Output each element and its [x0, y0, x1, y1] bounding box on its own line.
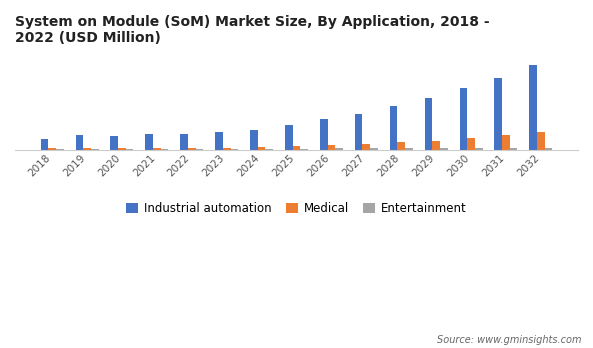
Bar — [397, 142, 405, 150]
Bar — [475, 148, 483, 150]
Bar — [48, 148, 56, 150]
Bar — [83, 148, 91, 150]
Bar — [250, 130, 258, 150]
Bar — [300, 149, 308, 150]
Bar — [153, 148, 161, 150]
Bar — [390, 106, 397, 150]
Bar — [467, 138, 475, 150]
Bar — [56, 149, 63, 150]
Bar — [215, 132, 223, 150]
Bar — [196, 149, 203, 150]
Bar — [258, 147, 266, 150]
Bar — [91, 149, 98, 150]
Bar — [530, 65, 537, 150]
Bar — [180, 134, 188, 150]
Bar — [370, 149, 378, 150]
Bar — [118, 148, 126, 150]
Bar — [188, 148, 196, 150]
Bar — [126, 149, 133, 150]
Bar — [231, 149, 238, 150]
Bar — [335, 148, 343, 150]
Bar — [293, 146, 300, 150]
Bar — [40, 139, 48, 150]
Bar — [502, 135, 510, 150]
Bar — [495, 78, 502, 150]
Bar — [510, 148, 518, 150]
Bar — [223, 148, 231, 150]
Bar — [320, 119, 327, 150]
Text: System on Module (SoM) Market Size, By Application, 2018 -
2022 (USD Million): System on Module (SoM) Market Size, By A… — [15, 15, 490, 45]
Bar — [110, 136, 118, 150]
Bar — [145, 134, 153, 150]
Bar — [460, 88, 467, 150]
Bar — [537, 132, 545, 150]
Bar — [432, 141, 440, 150]
Bar — [362, 144, 370, 150]
Bar — [355, 114, 362, 150]
Bar — [327, 145, 335, 150]
Text: Source: www.gminsights.com: Source: www.gminsights.com — [436, 334, 581, 345]
Bar — [425, 98, 432, 150]
Bar — [266, 149, 273, 150]
Bar — [545, 148, 553, 150]
Bar — [285, 125, 293, 150]
Legend: Industrial automation, Medical, Entertainment: Industrial automation, Medical, Entertai… — [122, 197, 471, 220]
Bar — [405, 148, 413, 150]
Bar — [161, 149, 168, 150]
Bar — [440, 149, 448, 150]
Bar — [75, 135, 83, 150]
